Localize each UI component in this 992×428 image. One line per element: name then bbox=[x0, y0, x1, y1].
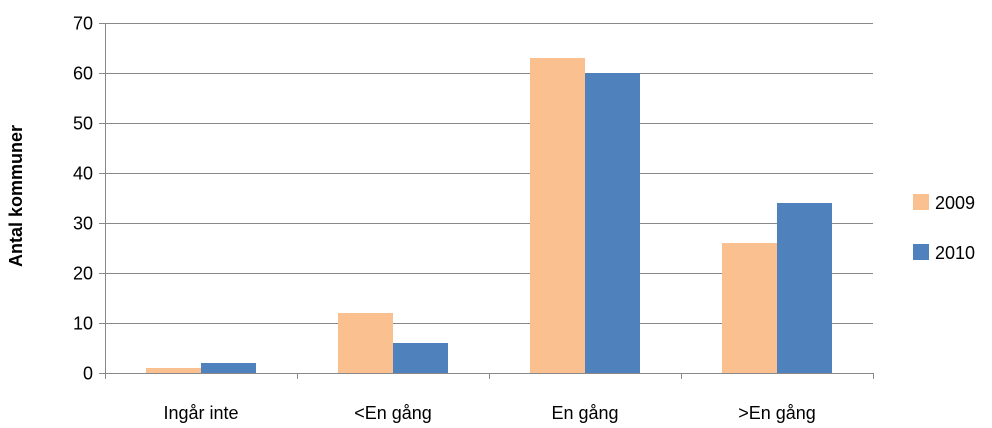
y-tick-label: 70 bbox=[73, 14, 93, 34]
y-tick-labels: 0 10 20 30 40 50 60 70 bbox=[73, 14, 93, 384]
y-tick-label: 60 bbox=[73, 64, 93, 84]
bar-2009-1 bbox=[338, 313, 393, 373]
legend-label: 2010 bbox=[935, 243, 975, 263]
axes bbox=[99, 23, 874, 379]
x-tick-labels: Ingår inte <En gång En gång >En gång bbox=[163, 403, 815, 423]
x-tick-label: <En gång bbox=[354, 403, 432, 423]
bars bbox=[146, 58, 832, 373]
x-tick-label: En gång bbox=[551, 403, 618, 423]
gridlines bbox=[105, 23, 873, 324]
bar-2009-3 bbox=[722, 243, 777, 373]
x-tick-label: Ingår inte bbox=[163, 403, 238, 423]
y-tick-label: 10 bbox=[73, 314, 93, 334]
bar-2009-2 bbox=[530, 58, 585, 373]
bar-2010-1 bbox=[393, 343, 448, 373]
bar-2010-0 bbox=[201, 363, 256, 373]
legend-swatch-2010 bbox=[913, 244, 929, 260]
legend-label: 2009 bbox=[935, 193, 975, 213]
y-axis-label: Antal kommuner bbox=[6, 125, 26, 267]
y-tick-label: 40 bbox=[73, 164, 93, 184]
y-tick-label: 0 bbox=[83, 364, 93, 384]
y-tick-label: 30 bbox=[73, 214, 93, 234]
bar-2010-3 bbox=[777, 203, 832, 373]
legend: 2009 2010 bbox=[913, 193, 975, 263]
bar-2010-2 bbox=[585, 73, 640, 373]
legend-swatch-2009 bbox=[913, 194, 929, 210]
bar-2009-0 bbox=[146, 368, 201, 373]
y-tick-label: 50 bbox=[73, 114, 93, 134]
y-tick-label: 20 bbox=[73, 264, 93, 284]
x-tick-label: >En gång bbox=[738, 403, 816, 423]
